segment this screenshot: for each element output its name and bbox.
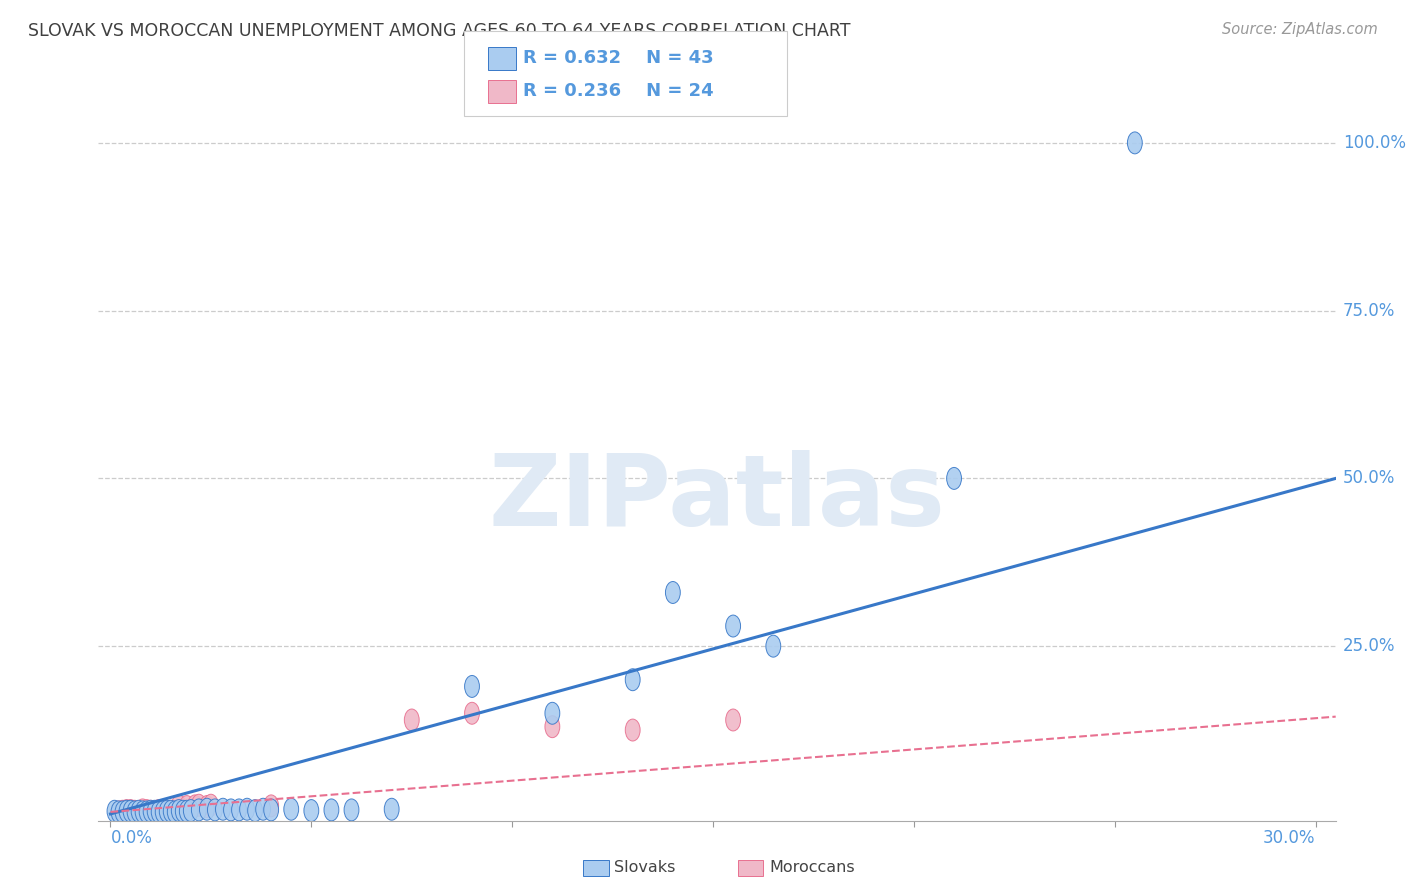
Text: Slovaks: Slovaks (614, 861, 676, 875)
Ellipse shape (725, 709, 741, 731)
Ellipse shape (107, 800, 122, 822)
Ellipse shape (946, 467, 962, 490)
Ellipse shape (143, 800, 157, 822)
Ellipse shape (546, 702, 560, 724)
Ellipse shape (208, 799, 222, 821)
Ellipse shape (256, 798, 270, 821)
Text: ZIPatlas: ZIPatlas (489, 450, 945, 548)
Text: Moroccans: Moroccans (769, 861, 855, 875)
Ellipse shape (180, 800, 194, 822)
Ellipse shape (135, 799, 150, 821)
Ellipse shape (139, 799, 155, 822)
Text: 25.0%: 25.0% (1343, 637, 1395, 655)
Ellipse shape (172, 795, 186, 817)
Ellipse shape (127, 801, 142, 823)
Ellipse shape (111, 801, 127, 823)
Ellipse shape (464, 702, 479, 724)
Ellipse shape (155, 801, 170, 823)
Ellipse shape (163, 800, 179, 822)
Ellipse shape (131, 801, 146, 823)
Ellipse shape (127, 800, 142, 822)
Ellipse shape (626, 669, 640, 690)
Ellipse shape (155, 799, 170, 822)
Ellipse shape (124, 800, 138, 822)
Ellipse shape (344, 799, 359, 821)
Ellipse shape (172, 799, 186, 822)
Ellipse shape (131, 800, 146, 822)
Ellipse shape (167, 801, 183, 823)
Ellipse shape (139, 801, 155, 823)
Ellipse shape (124, 799, 138, 822)
Ellipse shape (187, 795, 202, 817)
Ellipse shape (232, 799, 246, 821)
Ellipse shape (405, 709, 419, 731)
Ellipse shape (665, 582, 681, 604)
Text: SLOVAK VS MOROCCAN UNEMPLOYMENT AMONG AGES 60 TO 64 YEARS CORRELATION CHART: SLOVAK VS MOROCCAN UNEMPLOYMENT AMONG AG… (28, 22, 851, 40)
Ellipse shape (323, 799, 339, 821)
Ellipse shape (152, 801, 166, 823)
Text: R = 0.236    N = 24: R = 0.236 N = 24 (523, 82, 714, 100)
Text: 30.0%: 30.0% (1263, 829, 1316, 847)
Ellipse shape (626, 719, 640, 741)
Ellipse shape (464, 675, 479, 698)
Ellipse shape (120, 799, 134, 822)
Ellipse shape (264, 795, 278, 817)
Text: 50.0%: 50.0% (1343, 469, 1395, 487)
Ellipse shape (135, 801, 150, 823)
Ellipse shape (120, 800, 134, 822)
Ellipse shape (115, 800, 129, 822)
Ellipse shape (1128, 132, 1142, 153)
Ellipse shape (183, 799, 198, 822)
Ellipse shape (191, 794, 207, 816)
Text: 75.0%: 75.0% (1343, 301, 1395, 319)
Ellipse shape (152, 799, 166, 822)
Ellipse shape (115, 801, 129, 823)
Ellipse shape (200, 798, 214, 821)
Ellipse shape (200, 796, 214, 818)
Ellipse shape (766, 635, 780, 657)
Ellipse shape (239, 798, 254, 821)
Ellipse shape (546, 715, 560, 738)
Text: R = 0.632    N = 43: R = 0.632 N = 43 (523, 49, 714, 67)
Ellipse shape (304, 799, 319, 822)
Ellipse shape (148, 800, 162, 822)
Ellipse shape (163, 800, 179, 822)
Ellipse shape (191, 799, 207, 821)
Ellipse shape (725, 615, 741, 637)
Ellipse shape (204, 794, 218, 816)
Ellipse shape (224, 799, 239, 821)
Ellipse shape (180, 796, 194, 818)
Text: 100.0%: 100.0% (1343, 134, 1406, 152)
Ellipse shape (159, 800, 174, 822)
Text: Source: ZipAtlas.com: Source: ZipAtlas.com (1222, 22, 1378, 37)
Ellipse shape (384, 798, 399, 821)
Ellipse shape (215, 798, 231, 821)
Ellipse shape (143, 800, 157, 822)
Text: 0.0%: 0.0% (111, 829, 152, 847)
Ellipse shape (264, 799, 278, 821)
Ellipse shape (176, 800, 190, 822)
Ellipse shape (247, 799, 263, 822)
Ellipse shape (284, 798, 298, 821)
Ellipse shape (111, 801, 127, 823)
